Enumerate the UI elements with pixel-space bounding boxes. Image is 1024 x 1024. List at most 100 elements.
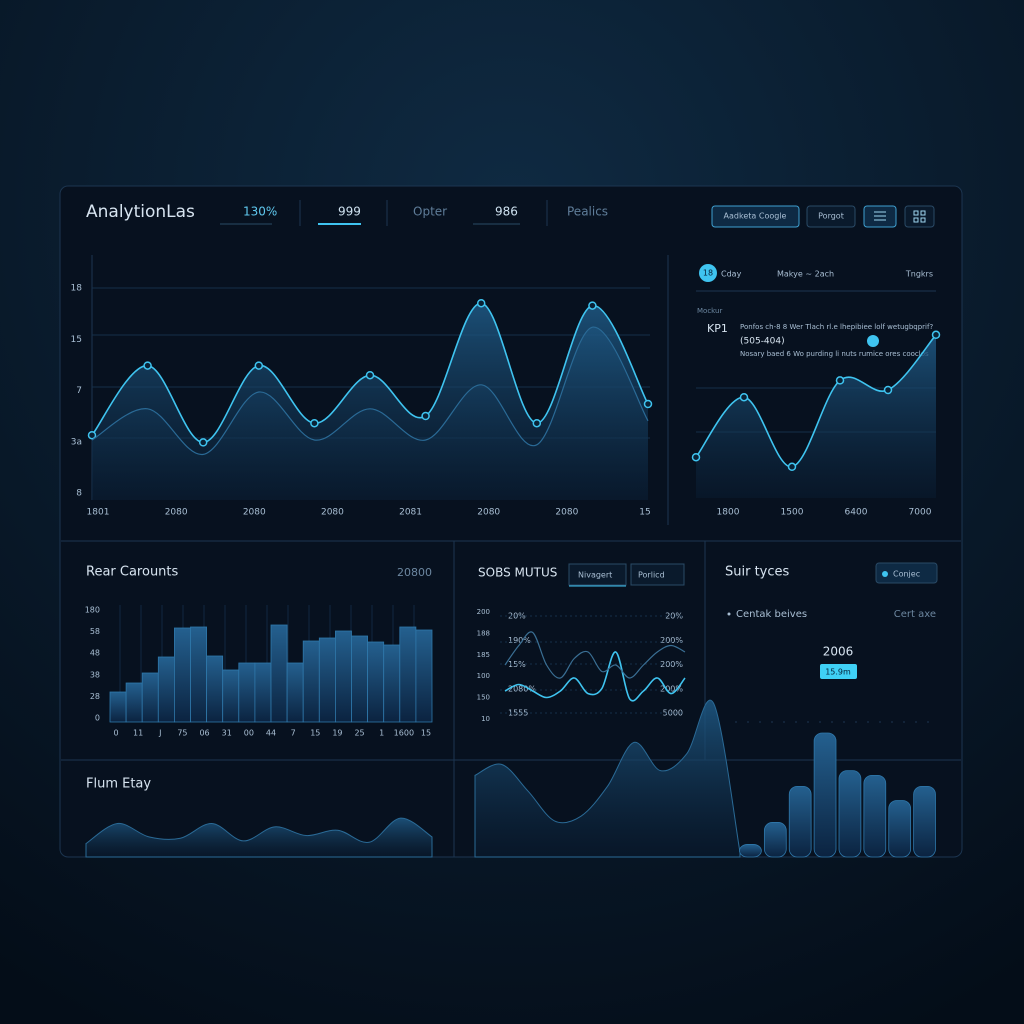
axis-label: 1600 [394, 729, 414, 738]
bar [190, 626, 208, 723]
kpi-text: Nosary baed 6 Wo purding li nuts rumice … [740, 350, 929, 358]
tab[interactable]: Opter [413, 205, 447, 219]
badge-label: 18 [703, 269, 713, 278]
axis-label: 00 [244, 729, 254, 738]
axis-label: 190% [508, 636, 531, 645]
axis-label: 11 [133, 729, 143, 738]
tab[interactable]: Cday [721, 270, 742, 279]
axis-label: 200% [660, 636, 683, 645]
point [643, 399, 653, 409]
tab[interactable]: Tngkrs [905, 270, 933, 279]
bar [286, 662, 304, 723]
bar [270, 624, 288, 723]
bar [763, 822, 787, 858]
point [787, 462, 797, 472]
dropdown[interactable] [568, 563, 627, 586]
button[interactable] [711, 205, 800, 228]
axis-label: 3a [71, 437, 82, 447]
badge [699, 264, 717, 282]
bar [813, 732, 837, 858]
bar [913, 785, 936, 858]
bar [254, 662, 272, 723]
bar [739, 844, 762, 858]
button-label: Porgot [818, 212, 844, 221]
bar [238, 662, 256, 723]
axis-label: 2080 [321, 508, 344, 518]
dropdown-label: Porlicd [638, 571, 665, 580]
axis-label: 25 [354, 729, 364, 738]
point [588, 301, 597, 310]
axis-label: 2080 [477, 508, 500, 518]
axis-label: 18 [71, 284, 83, 294]
area [85, 817, 433, 858]
point [198, 438, 208, 447]
point [421, 411, 430, 421]
indicator [867, 335, 879, 347]
axis-label: 06 [199, 729, 209, 738]
axis-label: 20% [508, 612, 526, 621]
axis-label: 6400 [845, 508, 868, 518]
axis-label: 31 [222, 729, 232, 738]
bar [383, 644, 401, 723]
axis-label: 44 [266, 729, 276, 738]
axis-label: 75 [177, 729, 187, 738]
panel-total: 20800 [397, 566, 432, 579]
legend-label: Centak beives [736, 609, 807, 620]
caption: Mockur [697, 307, 722, 315]
point [310, 418, 319, 428]
search[interactable]: 999 [338, 205, 361, 219]
grid-icon [913, 210, 926, 223]
axis-label: 8 [76, 489, 82, 499]
grid-button[interactable] [904, 205, 935, 228]
point [739, 392, 749, 402]
axis-label: 188 [477, 629, 490, 637]
tab[interactable]: Pealics [567, 205, 608, 219]
axis-label: 1555 [508, 709, 528, 718]
filter[interactable]: 130% [243, 205, 277, 219]
axis-label: 150 [477, 694, 490, 702]
panel-title: Suir tyces [725, 565, 790, 580]
axis-label: 1800 [717, 508, 740, 518]
axis-label: 2080 [165, 508, 188, 518]
axis-label: 15% [508, 660, 526, 669]
legend-dot [727, 612, 731, 616]
bar [157, 656, 175, 723]
filter[interactable]: 986 [495, 205, 518, 219]
note: Cert axe [894, 609, 936, 620]
line [91, 302, 649, 444]
axis-label: 7 [291, 729, 296, 738]
axis-label: 5000 [663, 709, 683, 718]
panel-title: Rear Carounts [86, 565, 179, 580]
bar [367, 641, 385, 723]
axis-label: 58 [90, 627, 100, 636]
area [92, 327, 648, 500]
axis-label: 2081 [399, 508, 422, 518]
axis-label: 1 [379, 729, 384, 738]
axis-label: 15 [639, 508, 650, 518]
kpi-label: KP1 [707, 322, 728, 335]
bar [415, 629, 433, 723]
button[interactable] [806, 205, 856, 228]
point [691, 452, 701, 462]
axis-label: 1500 [781, 508, 804, 518]
axis-label: 28 [90, 692, 100, 701]
axis-label: 0 [113, 729, 118, 738]
bar [838, 770, 862, 858]
axis-label: 48 [90, 649, 100, 658]
axis-label: 1801 [87, 508, 110, 518]
panel-title: Flum Etay [86, 777, 151, 792]
axis-label: 15 [421, 729, 431, 738]
button-label: Conjec [893, 570, 920, 579]
bar [125, 682, 143, 723]
point [254, 361, 264, 370]
dropdown[interactable] [630, 563, 685, 586]
tab[interactable]: Makye ~ 2ach [777, 270, 834, 279]
point [365, 370, 375, 380]
axis-label: 0 [95, 714, 100, 723]
button[interactable] [875, 562, 938, 584]
kpi-text: Ponfos ch-8 8 Wer Tlach rl.e lhepibiee l… [740, 323, 933, 331]
point [87, 430, 97, 440]
bar [109, 691, 127, 723]
axis-label: 185 [477, 651, 490, 659]
